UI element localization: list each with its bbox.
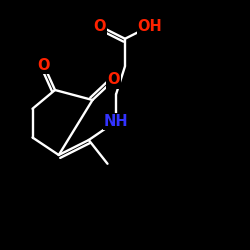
Text: OH: OH (138, 19, 162, 34)
Text: O: O (108, 72, 120, 88)
Text: O: O (94, 19, 106, 34)
Text: NH: NH (104, 114, 128, 129)
Text: O: O (38, 58, 50, 72)
